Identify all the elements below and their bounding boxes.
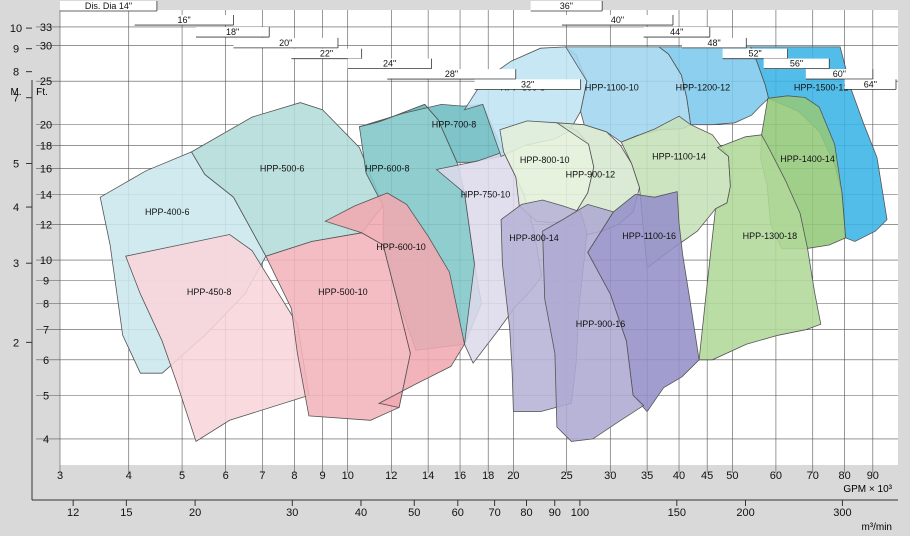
y2-tick-label: 2 [13, 337, 19, 349]
x-tick-label: 8 [291, 470, 297, 482]
y2-tick-label: 9 [13, 44, 19, 56]
x-tick-label: 30 [604, 470, 616, 482]
x2-tick-label: 70 [488, 507, 500, 519]
pump-label-hpp-1300-18: HPP-1300-18 [743, 231, 798, 241]
y-tick-label: 33 [40, 22, 52, 34]
pump-label-hpp-1400-14: HPP-1400-14 [780, 154, 835, 164]
pump-label-hpp-500-10: HPP-500-10 [318, 287, 368, 297]
pump-label-hpp-450-8: HPP-450-8 [187, 287, 232, 297]
x2-tick-label: 90 [549, 507, 561, 519]
diameter-label: 24" [383, 59, 396, 69]
x2-tick-label: 20 [189, 507, 201, 519]
x-tick-label: 7 [259, 470, 265, 482]
y2-tick-label: 10 [10, 23, 22, 35]
y2-tick-label: 3 [13, 258, 19, 270]
y-axis-label: Ft. [36, 87, 48, 98]
x-tick-label: 90 [867, 470, 879, 482]
diameter-label: 56" [790, 59, 803, 69]
diameter-label: 64" [864, 79, 877, 89]
x2-tick-label: 12 [67, 507, 79, 519]
x-tick-label: 14 [422, 470, 434, 482]
x-tick-label: 80 [839, 470, 851, 482]
x-tick-label: 12 [385, 470, 397, 482]
x-tick-label: 4 [126, 470, 132, 482]
pump-label-hpp-600-8: HPP-600-8 [365, 163, 410, 173]
y-tick-label: 14 [40, 189, 52, 201]
diameter-label: 16" [177, 15, 190, 25]
y-tick-label: 18 [40, 140, 52, 152]
x-tick-label: 60 [770, 470, 782, 482]
x-tick-label: 20 [507, 470, 519, 482]
pump-label-hpp-1100-14: HPP-1100-14 [652, 151, 706, 161]
pump-label-hpp-900-12: HPP-900-12 [566, 170, 616, 180]
diameter-label: Dis. Dia 14" [85, 1, 132, 11]
y-tick-label: 20 [40, 120, 52, 132]
diameter-label: 22" [320, 49, 333, 59]
x-tick-label: 6 [223, 470, 229, 482]
pump-label-hpp-1100-16: HPP-1100-16 [622, 231, 676, 241]
pump-label-hpp-800-10: HPP-800-10 [520, 155, 570, 165]
y2-tick-label: 8 [13, 67, 19, 79]
pump-label-hpp-400-6: HPP-400-6 [145, 207, 190, 217]
x2-tick-label: 150 [668, 507, 686, 519]
y2-tick-label: 7 [13, 93, 19, 105]
y-tick-label: 10 [40, 255, 52, 267]
y-tick-label: 4 [43, 434, 49, 446]
pump-label-hpp-800-14: HPP-800-14 [509, 233, 559, 243]
x-tick-label: 70 [807, 470, 819, 482]
y2-tick-label: 4 [13, 202, 19, 214]
pump-label-hpp-900-16: HPP-900-16 [576, 319, 626, 329]
y-tick-label: 6 [43, 355, 49, 367]
x2-tick-label: 50 [408, 507, 420, 519]
x-tick-label: 3 [57, 470, 63, 482]
y-tick-label: 30 [40, 41, 52, 53]
pump-label-hpp-750-10: HPP-750-10 [461, 189, 511, 199]
diameter-label: 48" [708, 38, 721, 48]
pump-label-hpp-500-6: HPP-500-6 [260, 163, 305, 173]
y-tick-label: 5 [43, 390, 49, 402]
x2-tick-label: 300 [833, 507, 851, 519]
pump-label-hpp-1100-10: HPP-1100-10 [585, 83, 639, 93]
x-tick-label: 35 [641, 470, 653, 482]
x2-tick-label: 80 [520, 507, 532, 519]
diameter-label: 60" [833, 69, 846, 79]
x2-tick-label: 30 [286, 507, 298, 519]
y-tick-label: 7 [43, 325, 49, 337]
x-axis-label: GPM × 10³ [843, 484, 892, 495]
y2-tick-label: 5 [13, 158, 19, 170]
pump-label-hpp-1500-12: HPP-1500-12 [794, 83, 849, 93]
diameter-label: 52" [748, 49, 761, 59]
y-tick-label: 25 [40, 76, 52, 88]
x2-tick-label: 200 [736, 507, 754, 519]
y-tick-label: 8 [43, 299, 49, 311]
pump-label-hpp-600-10: HPP-600-10 [376, 242, 426, 252]
y-tick-label: 16 [40, 163, 52, 175]
x-tick-label: 18 [482, 470, 494, 482]
y-tick-label: 9 [43, 276, 49, 288]
x-tick-label: 25 [561, 470, 573, 482]
diameter-label: 40" [611, 15, 624, 25]
x-tick-label: 9 [319, 470, 325, 482]
x2-tick-label: 60 [452, 507, 464, 519]
x-tick-label: 45 [701, 470, 713, 482]
pump-label-hpp-700-8: HPP-700-8 [432, 120, 477, 130]
x-tick-label: 16 [454, 470, 466, 482]
x-axis-secondary-label: m³/min [861, 522, 892, 533]
y-tick-label: 12 [40, 219, 52, 231]
diameter-label: 36" [560, 1, 573, 11]
x-tick-label: 5 [179, 470, 185, 482]
x2-tick-label: 40 [355, 507, 367, 519]
diameter-label: 44" [670, 27, 683, 37]
diameter-label: 18" [226, 27, 239, 37]
x2-tick-label: 15 [120, 507, 132, 519]
x-tick-label: 10 [342, 470, 354, 482]
x2-tick-label: 100 [571, 507, 589, 519]
x-tick-label: 50 [726, 470, 738, 482]
diameter-label: 32" [521, 79, 534, 89]
diameter-label: 20" [279, 38, 292, 48]
diameter-label: 28" [445, 69, 458, 79]
pump-label-hpp-1200-12: HPP-1200-12 [676, 83, 731, 93]
x-tick-label: 40 [673, 470, 685, 482]
